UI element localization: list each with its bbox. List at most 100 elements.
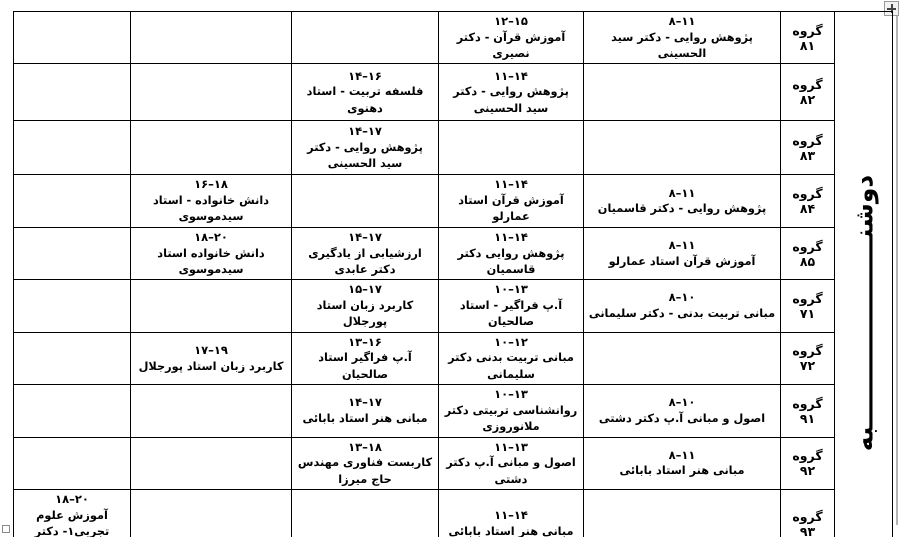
group-cell: گروه ۸۵ [780,226,835,281]
course-cell: ۱۰–۱۳ آ.پ فراگیر - استاد صالحیان [438,279,584,333]
course-title: پژوهش روایی دکتر قاسمیان [457,246,565,276]
course-cell [130,488,292,537]
course-time: ۱۷–۱۹ [194,342,228,357]
move-handle-bar [890,4,893,13]
course-cell: ۸–۱۱ آموزش قرآن استاد عمارلو [583,226,781,281]
course-title: مبانی هنر استاد بابائی [448,525,574,537]
course-time: ۱۰–۱۳ [494,282,528,297]
course-cell: ۱۸–۲۰ دانش خانواده استاد سیدموسوی [130,226,292,281]
course-cell [13,331,131,386]
course-title: پژوهش روایی - دکتر سید الحسینی [453,85,569,115]
course-cell [130,279,292,333]
course-cell [130,120,292,176]
course-title: آموزش قرآن - دکتر نصیری [456,30,566,61]
group-cell: گروه ۸۲ [780,63,835,122]
course-cell: ۱۰–۱۲ مبانی تربیت بدنی دکتر سلیمانی [438,331,584,386]
course-title: مبانی تربیت بدنی - دکتر سلیمانی [588,307,776,321]
course-cell [130,63,292,122]
group-cell: گروه ۷۲ [780,331,835,386]
course-time: ۱۱–۱۴ [494,229,528,244]
course-time: ۱۰–۱۲ [494,334,528,349]
group-cell: گروه ۹۲ [780,436,835,490]
course-time: ۱۱–۱۴ [494,68,528,83]
course-cell: ۱۴–۱۷ مبانی هنر استاد بابائی [291,384,439,438]
table-resize-handle[interactable] [2,525,10,533]
course-cell: ۸–۱۱ پژوهش روایی - دکتر سید الحسینی [583,10,781,65]
course-cell: ۱۱–۱۴ پژوهش روایی - دکتر سید الحسینی [438,63,584,122]
course-cell: ۱۱–۱۳ اصول و مبانی آ.پ دکتر دشتی [438,436,584,490]
course-time: ۱۴–۱۶ [348,68,382,83]
course-title: آموزش قرآن استاد عمارلو [608,254,756,268]
course-cell: ۸–۱۰ اصول و مبانی آ.پ دکتر دشتی [583,384,781,438]
course-cell [13,63,131,122]
course-title: آ.پ فراگیر - استاد صالحیان [459,298,563,329]
course-time: ۸–۱۱ [668,14,696,28]
course-time: ۱۴–۱۷ [348,395,382,410]
course-cell [13,120,131,176]
course-time: ۱۱–۱۳ [494,439,528,454]
group-cell: گروه ۷۱ [780,279,835,333]
course-cell [13,279,131,333]
course-cell [583,488,781,537]
course-cell [438,120,584,176]
course-time: ۱۳–۱۶ [348,334,382,349]
course-cell: ۱۱–۱۴ آموزش قرآن استاد عمارلو [438,174,584,228]
group-cell: گروه ۹۳ [780,488,835,537]
course-cell: ۸–۱۱ پژوهش روایی - دکتر قاسمیان [583,174,781,228]
course-title: مبانی تربیت بدنی دکتر سلیمانی [448,351,574,381]
course-cell [130,436,292,490]
course-title: آموزش علوم تجربی۱- دکتر حسینیان [34,508,110,537]
course-time: ۱۴–۱۷ [348,124,382,139]
course-cell [583,120,781,176]
group-cell: گروه ۹۱ [780,384,835,438]
course-time: ۱۵–۱۷ [348,282,382,297]
course-time: ۱۰–۱۳ [494,387,528,402]
course-title: اصول و مبانی آ.پ دکتر دشتی [446,456,576,486]
course-cell [13,384,131,438]
course-title: مبانی هنر استاد بابائی [302,411,428,425]
course-title: فلسفه تربیت - استاد دهنوی [306,85,424,115]
course-cell: ۱۷–۱۹ کاربرد زبان استاد پورجلال [130,331,292,386]
course-title: دانش خانواده - استاد سیدموسوی [152,194,270,224]
course-cell [13,226,131,281]
course-time: ۸–۱۰ [668,395,696,410]
course-cell [583,331,781,386]
course-cell: ۱۴–۱۶ فلسفه تربیت - استاد دهنوی [291,63,439,122]
course-title: دانش خانواده استاد سیدموسوی [157,246,265,276]
page-edge-guide [896,16,898,525]
course-title: اصول و مبانی آ.پ دکتر دشتی [598,411,766,425]
group-cell: گروه ۸۳ [780,120,835,176]
course-cell: ۱۳–۱۶ آ.پ فراگیر استاد صالحیان [291,331,439,386]
course-cell: ۸–۱۰ مبانی تربیت بدنی - دکتر سلیمانی [583,279,781,333]
day-column: دوشنــــــــــــــــــــــبه [834,11,893,537]
course-cell [13,174,131,228]
course-cell: ۱۲–۱۵ آموزش قرآن - دکتر نصیری [438,10,584,65]
group-cell: گروه ۸۱ [780,10,835,65]
course-cell [291,488,439,537]
course-cell [13,10,131,65]
course-title: کاربرد زبان استاد پورجلال [138,359,284,373]
course-cell [13,436,131,490]
course-cell [291,10,439,65]
day-label: دوشنــــــــــــــــــــــبه [849,174,878,452]
course-title: آموزش قرآن استاد عمارلو [458,194,564,224]
course-title: مبانی هنر استاد بابائی [619,464,745,478]
course-title: کاربرد زبان استاد پورجلال [316,298,414,329]
course-time: ۱۱–۱۴ [494,508,528,523]
schedule-table: دوشنــــــــــــــــــــــبه گروه ۸۱ ۸–۱… [13,10,893,537]
course-time: ۱۸–۲۰ [55,491,89,506]
course-cell: ۱۳–۱۸ کاربست فناوری مهندس حاج میرزا [291,436,439,490]
course-cell: ۱۴–۱۷ پژوهش روایی - دکتر سید الحسینی [291,120,439,176]
course-cell [130,10,292,65]
course-cell: ۱۰–۱۳ روانشناسی تربیتی دکتر ملانوروزی [438,384,584,438]
course-title: ارزشیابی از یادگیری دکتر عابدی [308,246,422,276]
course-cell: ۸–۱۱ مبانی هنر استاد بابائی [583,436,781,490]
course-title: پژوهش روایی - دکتر سید الحسینی [611,30,753,61]
course-time: ۱۱–۱۴ [494,177,528,192]
course-time: ۱۳–۱۸ [348,439,382,454]
course-cell: ۱۸–۲۰ آموزش علوم تجربی۱- دکتر حسینیان [13,488,131,537]
course-time: ۱۴–۱۷ [348,229,382,244]
course-time: ۸–۱۱ [668,185,696,200]
course-cell: ۱۵–۱۷ کاربرد زبان استاد پورجلال [291,279,439,333]
